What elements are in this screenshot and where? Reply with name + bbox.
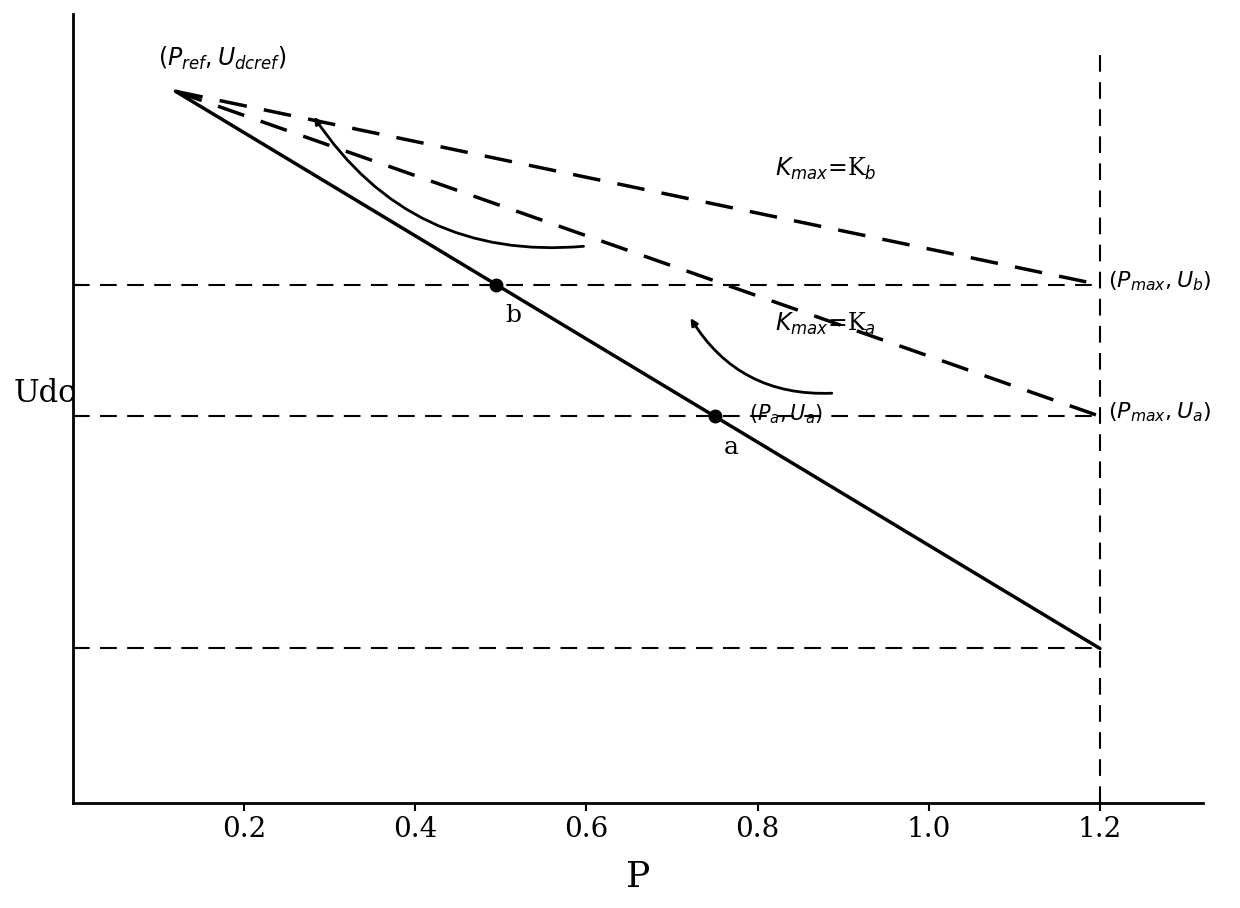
X-axis label: P: P xyxy=(625,860,650,894)
Text: a: a xyxy=(723,436,738,459)
Text: b: b xyxy=(505,304,521,327)
Text: $(P_a, U_a)$: $(P_a, U_a)$ xyxy=(749,402,823,426)
Text: $K_{max}$=K$_b$: $K_{max}$=K$_b$ xyxy=(775,155,877,182)
Text: $(P_{max}, U_a)$: $(P_{max}, U_a)$ xyxy=(1109,400,1211,424)
Text: $K_{max}$=K$_a$: $K_{max}$=K$_a$ xyxy=(775,311,875,337)
Text: $(P_{ref}, U_{dcref})$: $(P_{ref}, U_{dcref})$ xyxy=(159,44,286,72)
Text: $(P_{max}, U_b)$: $(P_{max}, U_b)$ xyxy=(1109,269,1211,292)
Y-axis label: Udc: Udc xyxy=(14,378,76,409)
